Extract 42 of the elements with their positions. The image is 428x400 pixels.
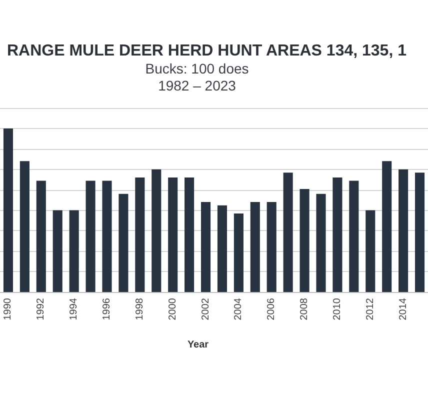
x-tick-label: 1998 — [134, 298, 146, 320]
x-tick-label: 2004 — [233, 298, 244, 320]
x-tick-label: 1990 — [2, 298, 14, 320]
x-tick-label: 2008 — [299, 298, 310, 320]
bar — [184, 178, 194, 292]
x-tick-label: 1992 — [36, 298, 47, 320]
x-tick-label: 1994 — [68, 298, 80, 320]
bar — [36, 180, 46, 292]
bar — [86, 180, 96, 292]
bar — [316, 194, 326, 292]
x-tick-label: 2006 — [266, 298, 278, 320]
bar — [102, 180, 112, 292]
bar — [414, 172, 425, 292]
x-tick-label: 2000 — [167, 298, 178, 320]
bar — [300, 188, 310, 292]
x-tick-label: 2002 — [200, 298, 212, 320]
bar — [398, 169, 408, 292]
bar — [52, 210, 62, 292]
bar — [217, 205, 228, 292]
x-tick-label: 2014 — [398, 298, 409, 320]
bar — [266, 202, 276, 292]
bar — [200, 202, 211, 292]
bar — [366, 210, 376, 292]
bar — [69, 210, 79, 292]
bar — [168, 178, 178, 292]
bar — [349, 180, 359, 292]
bar — [382, 161, 392, 292]
bar — [3, 128, 14, 292]
bar — [250, 202, 260, 292]
bar — [283, 172, 293, 292]
bar — [234, 213, 244, 292]
bar — [118, 194, 128, 292]
x-tick-label: 2010 — [332, 298, 343, 320]
x-tick-label: 1996 — [102, 298, 112, 320]
x-axis-title: Year — [187, 340, 209, 350]
chart-subtitle: Bucks: 100 does 1982 – 2023 — [145, 60, 249, 94]
bar — [20, 161, 30, 292]
chart-title: RANGE MULE DEER HERD HUNT AREAS 134, 135, 1 — [7, 42, 407, 60]
bar — [135, 178, 145, 292]
bar — [332, 178, 342, 292]
bar — [152, 169, 162, 292]
x-tick-label: 2012 — [364, 298, 376, 320]
